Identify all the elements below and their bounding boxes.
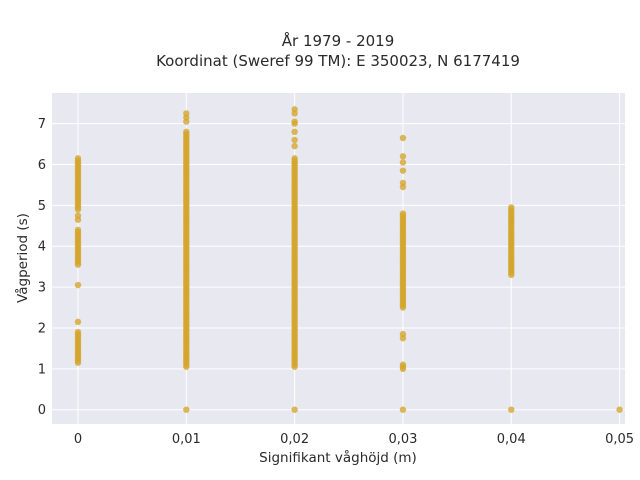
y-tick-labels: 0 1 2 3 4 5 6 7 (38, 117, 46, 418)
y-tick-label: 2 (38, 321, 46, 336)
y-axis-title: Vågperiod (s) (14, 213, 31, 303)
data-point (291, 406, 298, 413)
data-point (399, 365, 407, 373)
data-point (74, 155, 82, 162)
data-point (399, 210, 407, 217)
x-tick-label: 0,01 (172, 432, 201, 447)
y-tick-label: 1 (38, 362, 46, 377)
y-tick-label: 4 (38, 240, 46, 255)
data-point (399, 334, 407, 342)
data-point (291, 106, 298, 113)
data-point (183, 406, 190, 413)
x-axis-title: Signifikant våghöjd (m) (259, 449, 417, 466)
x-tick-labels: 0 0,01 0,02 0,03 0,04 0,05 (74, 432, 634, 447)
y-tick-label: 5 (38, 199, 46, 214)
data-point (74, 281, 82, 289)
data-point (291, 142, 298, 150)
x-tick-label: 0 (74, 432, 82, 447)
chart-title-line-2: Koordinat (Sweref 99 TM): E 350023, N 61… (156, 52, 520, 70)
data-point (399, 153, 407, 160)
data-point (291, 136, 298, 144)
data-point (74, 318, 82, 326)
data-point (399, 167, 407, 174)
data-point (74, 226, 82, 234)
data-point (74, 261, 82, 268)
data-point (508, 406, 515, 413)
y-tick-label: 7 (38, 117, 46, 132)
x-tick-label: 0,04 (497, 432, 526, 447)
plot-area (52, 93, 625, 424)
data-point (399, 134, 407, 142)
grid-lines (52, 93, 625, 424)
y-tick-label: 0 (38, 403, 46, 418)
y-tick-label: 6 (38, 158, 46, 173)
data-points (74, 106, 623, 413)
y-tick-label: 3 (38, 281, 46, 296)
data-point (291, 128, 298, 136)
data-point (399, 183, 407, 191)
data-point (74, 328, 82, 336)
x-tick-label: 0,02 (280, 432, 309, 447)
x-tick-label: 0,03 (388, 432, 417, 447)
data-point (616, 406, 623, 413)
data-point (399, 406, 407, 413)
data-point (291, 118, 298, 125)
data-point (183, 110, 190, 117)
data-point (183, 128, 190, 136)
data-point (74, 216, 82, 223)
chart-title-line-1: År 1979 - 2019 (282, 31, 395, 50)
data-point (291, 155, 298, 162)
data-point (399, 159, 407, 166)
x-tick-label: 0,05 (605, 432, 634, 447)
data-point (508, 204, 515, 211)
